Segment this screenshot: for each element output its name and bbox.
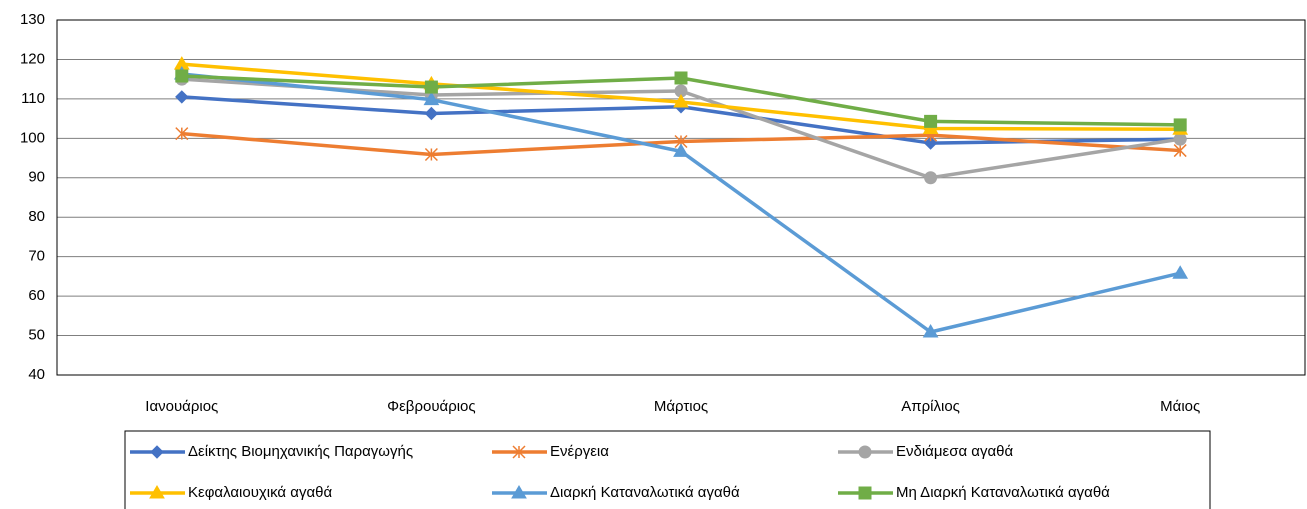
data-point — [1173, 118, 1187, 132]
data-point — [674, 71, 688, 85]
legend-marker — [150, 445, 164, 459]
x-tick-label: Ιανουάριος — [145, 398, 218, 415]
x-tick-label: Απρίλιος — [901, 398, 960, 415]
legend-marker — [149, 485, 165, 499]
data-point — [923, 136, 938, 150]
y-tick-label: 60 — [28, 287, 45, 304]
legend-marker — [512, 445, 526, 459]
legend-marker — [858, 486, 872, 500]
y-tick-label: 90 — [28, 169, 45, 186]
data-point — [175, 69, 189, 83]
x-tick-label: Μάιος — [1160, 398, 1200, 415]
data-point — [1172, 265, 1189, 279]
x-tick-label: Φεβρουάριος — [387, 398, 475, 415]
data-point — [424, 106, 439, 121]
y-tick-label: 50 — [28, 327, 45, 344]
y-tick-label: 80 — [28, 208, 45, 225]
data-point — [175, 90, 189, 104]
data-point — [423, 91, 440, 106]
y-tick-label: 110 — [21, 90, 45, 107]
data-point — [924, 114, 938, 128]
legend-label: Διαρκή Καταναλωτικά αγαθά — [550, 484, 740, 501]
y-tick-label: 100 — [20, 129, 45, 146]
legend-label: Μη Διαρκή Καταναλωτικά αγαθά — [896, 484, 1110, 501]
legend-label: Δείκτης Βιομηχανικής Παραγωγής — [188, 443, 413, 460]
legend-label: Ενέργεια — [550, 443, 609, 460]
y-tick-label: 130 — [20, 11, 45, 28]
data-point — [673, 143, 689, 157]
data-point — [673, 94, 689, 108]
data-point — [924, 171, 938, 185]
data-point — [424, 80, 438, 94]
data-point — [1173, 132, 1187, 146]
data-point — [424, 147, 438, 162]
y-tick-label: 120 — [20, 50, 45, 67]
y-tick-label: 40 — [28, 366, 45, 383]
x-tick-label: Μάρτιος — [654, 398, 708, 415]
legend-box — [124, 430, 1211, 509]
data-point — [922, 324, 939, 338]
y-tick-label: 70 — [28, 248, 45, 265]
data-point — [175, 127, 189, 141]
data-point — [1173, 144, 1187, 158]
plot-border — [56, 19, 1306, 376]
legend-marker — [858, 445, 872, 459]
legend-label: Ενδιάμεσα αγαθά — [896, 443, 1013, 460]
legend-label: Κεφαλαιουχικά αγαθά — [188, 484, 332, 501]
legend-marker — [511, 485, 527, 499]
